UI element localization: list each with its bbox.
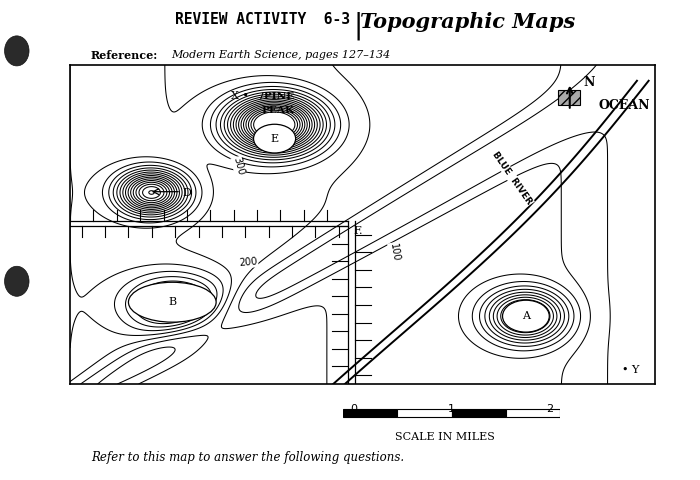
Circle shape xyxy=(253,124,295,153)
Text: Reference:: Reference: xyxy=(91,50,158,61)
Circle shape xyxy=(5,266,29,296)
Text: REVIEW ACTIVITY  6-3: REVIEW ACTIVITY 6-3 xyxy=(175,12,350,27)
Bar xyxy=(558,90,580,105)
Text: X •: X • xyxy=(231,91,248,101)
Bar xyxy=(343,409,398,417)
Text: D: D xyxy=(183,188,192,198)
Text: 1: 1 xyxy=(448,404,455,414)
Text: PEAK: PEAK xyxy=(262,107,295,116)
Text: 100: 100 xyxy=(388,242,401,262)
Text: OCEAN: OCEAN xyxy=(599,99,650,112)
Bar xyxy=(505,409,560,417)
Text: Modern Earth Science, pages 127–134: Modern Earth Science, pages 127–134 xyxy=(172,50,391,60)
Text: A: A xyxy=(522,311,530,321)
Text: E: E xyxy=(270,133,279,144)
Text: 300: 300 xyxy=(231,156,246,177)
Text: 0: 0 xyxy=(350,404,357,414)
Bar xyxy=(452,409,505,417)
Text: N: N xyxy=(583,75,594,88)
Text: B: B xyxy=(168,297,176,307)
Text: • Y: • Y xyxy=(622,365,640,375)
Ellipse shape xyxy=(129,282,216,322)
Text: F.: F. xyxy=(354,227,363,236)
Circle shape xyxy=(503,300,550,332)
Text: Topographic Maps: Topographic Maps xyxy=(360,12,575,32)
Text: |: | xyxy=(354,12,363,40)
Text: Refer to this map to answer the following questions.: Refer to this map to answer the followin… xyxy=(91,451,404,464)
Text: 200: 200 xyxy=(239,256,258,268)
Text: BLUE  RIVER: BLUE RIVER xyxy=(491,150,534,206)
Text: /PINE: /PINE xyxy=(260,92,294,101)
Text: 2: 2 xyxy=(546,404,553,414)
Circle shape xyxy=(5,36,29,66)
Text: SCALE IN MILES: SCALE IN MILES xyxy=(395,432,494,442)
Bar xyxy=(398,409,452,417)
